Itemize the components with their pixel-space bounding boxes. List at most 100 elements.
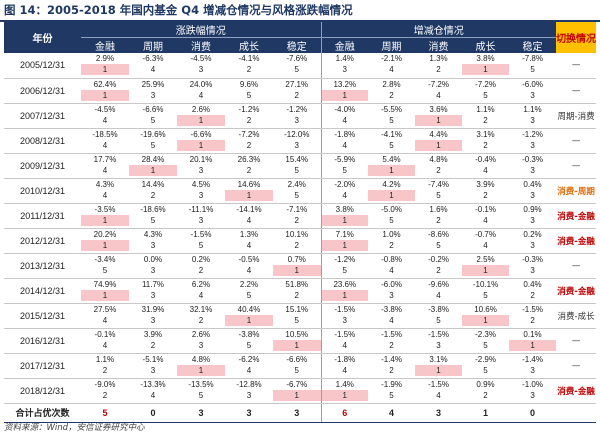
switch-cell: — [556,328,597,354]
switch-cell: 周期-消费 [556,103,597,129]
value-cell: -7.2% 5 [462,78,510,104]
rank-value: 1 [368,189,416,201]
value-cell: 3.8% 1 [462,53,510,79]
rank-value: 2 [102,390,108,400]
rank-value: 4 [389,65,394,74]
value-cell: 0.2% 2 [177,253,225,279]
rank-value: 1 [225,314,273,326]
rank-value: 1 [273,339,321,351]
value-cell: 0.9% 3 [509,203,557,229]
change-value: -7.2% [475,79,496,89]
year-cell: 2015/12/31 [4,303,81,329]
change-value: 62.4% [93,79,117,89]
change-value: 5.4% [382,154,401,164]
rank-value: 4 [483,240,488,250]
rank-value: 1 [415,139,463,151]
value-cell: 32.1% 2 [177,303,225,329]
value-cell: -10.1% 5 [462,278,510,304]
rank-value: 2 [483,190,488,200]
rank-value: 1 [415,114,463,126]
change-value: -7.6% [286,54,308,63]
rank-value: 4 [246,365,252,375]
change-value: -1.2% [286,104,308,114]
value-cell: -1.2% 5 [320,253,369,279]
value-cell: -0.7% 4 [462,228,510,254]
value-cell: -1.5% 5 [177,228,225,254]
value-cell: 15.4% 5 [273,153,322,179]
value-cell: 1.1% 2 [462,103,510,129]
rank-value: 3 [198,190,204,200]
change-value: 3.9% [143,329,163,339]
rank-value: 5 [342,265,347,275]
rank-value: 3 [436,340,441,350]
value-cell: -1.8% 4 [320,128,369,154]
rank-value: 1 [81,239,129,251]
change-value: 0.9% [476,379,495,389]
value-cell: 17.7% 4 [81,153,129,179]
change-value: -10.1% [472,279,499,289]
change-value: -3.8% [381,304,402,314]
change-value: -4.5% [190,54,212,63]
year-cell: 2010/12/31 [4,178,81,204]
change-value: -2.3% [475,329,496,339]
rank-value: 2 [483,140,488,150]
value-cell: -4.1% 5 [368,128,416,154]
table-row: 2009/12/31 17.7% 4 28.4% 1 20.1% 3 26.3% 2 15.4% 5… [4,153,597,179]
value-cell: -2.1% 4 [368,53,416,79]
change-value: 4.3% [95,179,115,189]
rank-value: 3 [150,240,156,250]
rank-value: 5 [436,190,441,200]
value-cell: 4.8% 2 [415,153,463,179]
value-cell: -4.1% 2 [225,53,273,79]
value-cell: -11.1% 3 [177,203,225,229]
table-row: 2006/12/31 62.4% 1 25.9% 3 24.0% 4 9.6% 5 27.1% 2 1… [4,78,597,104]
column-header: 成长 [225,37,273,53]
column-header: 周期 [368,37,416,53]
change-value: 3.1% [476,129,495,139]
change-value: -4.0% [334,104,356,114]
value-cell: 3.1% 1 [415,353,463,379]
totals-value: 3 [273,402,322,423]
rank-value: 4 [483,215,488,225]
switch-cell: — [556,153,597,179]
switch-header: 切换情况 [556,22,597,53]
year-cell: 2009/12/31 [4,153,81,179]
rank-value: 4 [436,390,441,400]
change-value: -6.3% [142,54,164,63]
change-value: -1.5% [381,329,402,339]
value-cell: -0.3% 3 [509,153,557,179]
change-value: -4.5% [94,104,116,114]
change-value: -1.8% [334,354,356,364]
rank-value: 5 [294,65,299,74]
change-value: 26.3% [237,154,261,164]
value-cell: 4.5% 3 [177,178,225,204]
rank-value: 1 [129,164,177,176]
change-value: 1.6% [429,204,448,214]
value-cell: -2.0% 4 [320,178,369,204]
rank-value: 3 [389,290,394,300]
rank-value: 3 [342,65,347,74]
value-cell: 4.3% 3 [129,228,177,254]
rank-value: 2 [389,90,394,100]
value-cell: 23.6% 1 [320,278,369,304]
table-row: 2014/12/31 74.9% 1 11.7% 3 6.2% 4 2.2% 5 51.8% 2 23… [4,278,597,304]
change-value: -1.5% [334,329,356,339]
totals-row: 合计占优次数 5 0 3 3 3 6 4 3 1 0 [4,402,597,423]
change-value: -12.0% [284,129,310,139]
change-value: -7.2% [428,79,449,89]
rank-value: 3 [530,165,535,175]
switch-cell: — [556,53,597,79]
value-cell: 2.2% 5 [225,278,273,304]
change-value: -2.1% [381,54,402,63]
value-cell: -1.2% 3 [509,128,557,154]
rank-value: 2 [102,365,108,375]
value-cell: -7.2% 2 [225,128,273,154]
rank-value: 4 [102,315,108,325]
change-value: 17.7% [93,154,117,164]
column-header: 稳定 [509,37,557,53]
change-value: -18.6% [140,204,166,214]
column-header: 成长 [462,37,510,53]
change-value: 1.1% [95,354,115,364]
value-cell: 13.2% 1 [320,78,369,104]
change-value: -1.2% [238,104,260,114]
